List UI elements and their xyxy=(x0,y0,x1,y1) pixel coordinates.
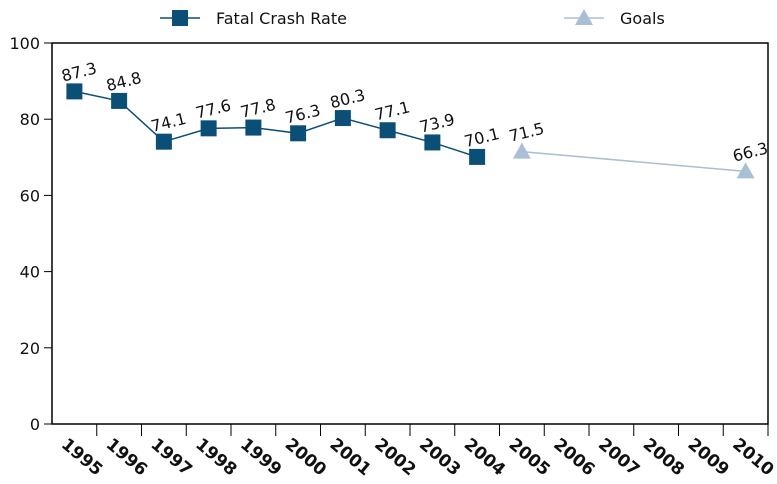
legend-label: Fatal Crash Rate xyxy=(216,9,347,28)
y-tick-label: 40 xyxy=(20,263,40,282)
data-label: 74.1 xyxy=(149,109,188,136)
data-label: 70.1 xyxy=(462,124,501,151)
x-tick-label: 1998 xyxy=(191,435,240,481)
x-tick-label: 2008 xyxy=(639,435,688,481)
y-tick-label: 100 xyxy=(9,34,40,53)
marker xyxy=(736,162,755,179)
x-tick-label: 2001 xyxy=(326,435,375,481)
series-line xyxy=(74,90,478,158)
legend-marker xyxy=(172,10,188,26)
x-tick-label: 2006 xyxy=(549,435,598,481)
x-tick-label: 1995 xyxy=(57,435,106,481)
x-tick-label: 2004 xyxy=(460,435,509,481)
data-label: 66.3 xyxy=(731,139,770,166)
x-tick-label: 2009 xyxy=(684,435,733,481)
x-tick-label: 2005 xyxy=(505,435,554,481)
x-tick-label: 2007 xyxy=(594,435,643,481)
legend-marker xyxy=(575,9,593,25)
x-tick-label: 1999 xyxy=(236,435,285,481)
data-label: 71.5 xyxy=(507,119,546,146)
data-label: 77.1 xyxy=(373,97,412,124)
marker xyxy=(469,148,486,165)
marker xyxy=(290,125,307,142)
marker xyxy=(334,110,351,127)
marker xyxy=(200,120,217,137)
marker xyxy=(379,122,396,139)
x-tick-label: 2010 xyxy=(728,435,777,481)
marker xyxy=(66,83,83,100)
series-line xyxy=(521,150,746,173)
data-label: 84.8 xyxy=(104,68,143,95)
x-tick-label: 2000 xyxy=(281,435,330,481)
x-tick-label: 2003 xyxy=(415,435,464,481)
marker xyxy=(245,119,262,136)
data-label: 73.9 xyxy=(417,110,456,137)
x-tick-label: 1996 xyxy=(102,435,151,481)
data-label: 77.6 xyxy=(194,95,233,122)
y-tick-label: 0 xyxy=(30,415,40,434)
y-tick-label: 20 xyxy=(20,339,40,358)
marker xyxy=(424,134,441,151)
marker xyxy=(512,142,531,159)
x-tick-label: 1997 xyxy=(147,435,196,481)
marker xyxy=(111,92,128,109)
data-label: 80.3 xyxy=(328,85,367,112)
x-tick-label: 2002 xyxy=(370,435,419,481)
plot-frame xyxy=(51,42,769,425)
data-label: 87.3 xyxy=(59,59,98,86)
marker xyxy=(155,133,172,150)
data-label: 77.8 xyxy=(238,95,277,122)
y-tick-label: 80 xyxy=(20,110,40,129)
y-tick-label: 60 xyxy=(20,186,40,205)
legend-label: Goals xyxy=(620,9,665,28)
data-label: 76.3 xyxy=(283,100,322,127)
